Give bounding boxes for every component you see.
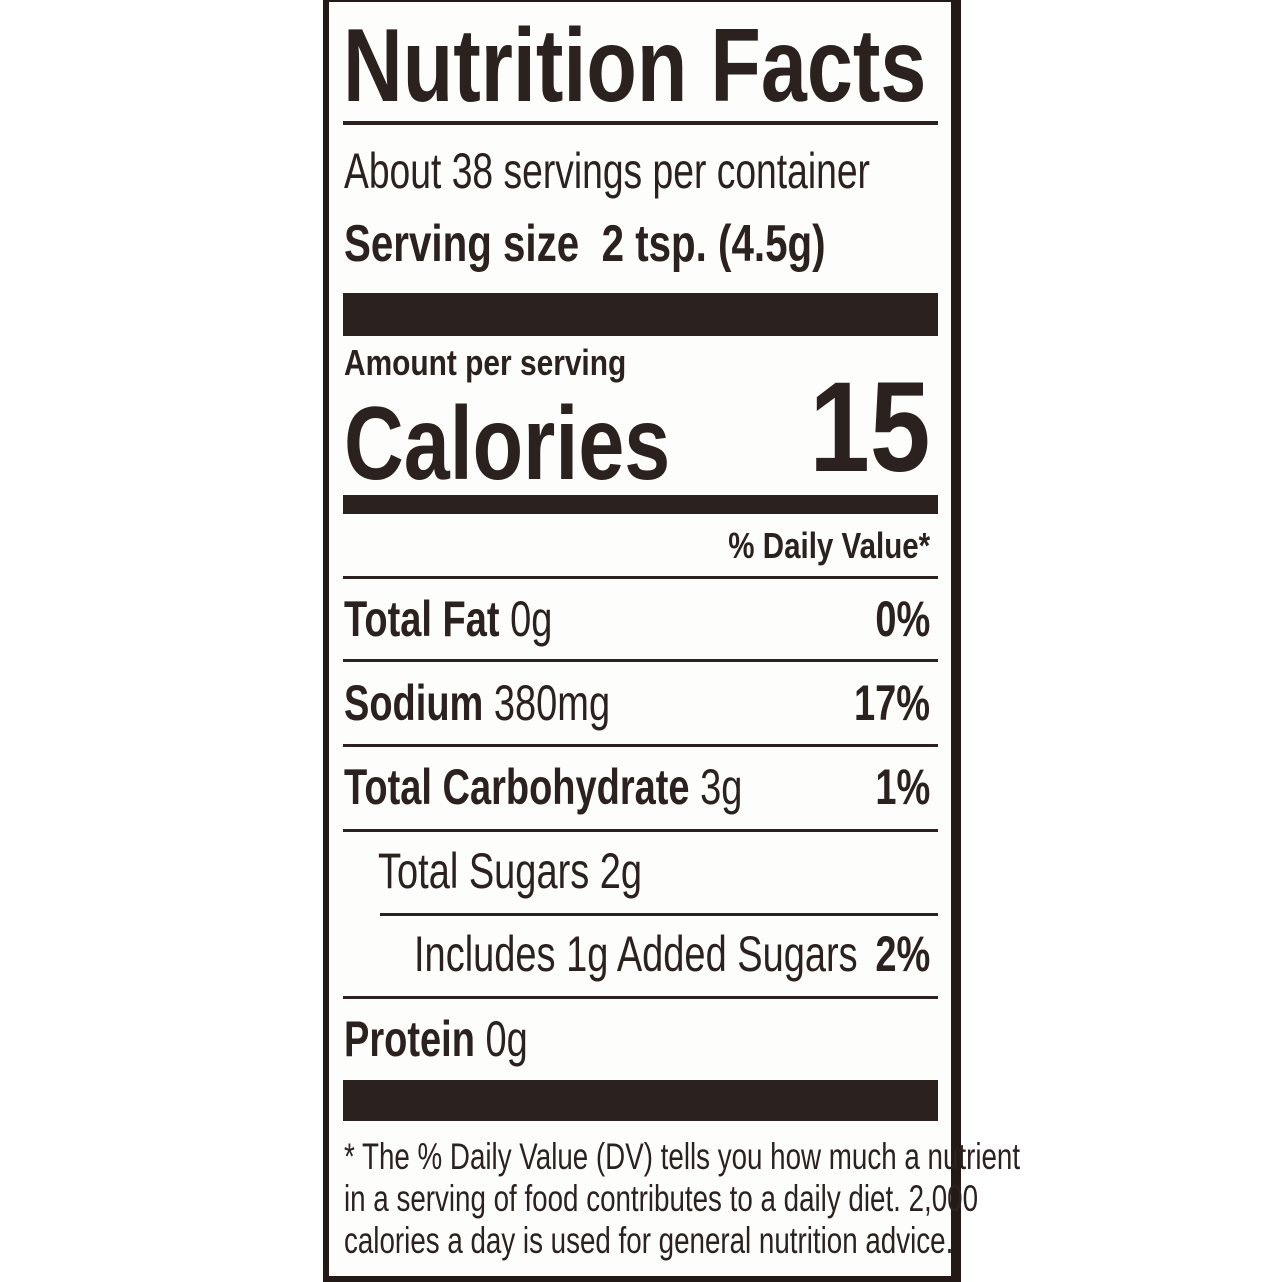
daily-value-header: % Daily Value* xyxy=(728,525,930,566)
thick-divider xyxy=(343,1080,938,1121)
footnote-line: in a serving of food contributes to a da… xyxy=(344,1178,979,1219)
nutrient-amount: 380mg xyxy=(493,675,611,731)
nutrient-name: Total Carbohydrate xyxy=(344,759,690,815)
divider xyxy=(343,121,938,125)
nutrient-name: Total Fat xyxy=(344,591,500,647)
nutrient-row-protein: Protein 0g xyxy=(344,1014,528,1064)
nutrient-dv: 2% xyxy=(875,926,930,982)
nutrient-amount: 3g xyxy=(700,759,743,815)
servings-per-container: About 38 servings per container xyxy=(344,143,870,199)
medium-divider xyxy=(343,495,938,514)
nutrient-amount: 0g xyxy=(485,1011,528,1067)
nutrient-name: Sodium xyxy=(344,675,484,731)
calories-value: 15 xyxy=(808,356,930,499)
nutrient-dv: 17% xyxy=(853,675,930,731)
serving-size-label: Serving size xyxy=(344,215,580,273)
serving-size: Serving size 2 tsp. (4.5g) xyxy=(344,218,826,270)
divider xyxy=(343,829,938,832)
nutrient-row-total-carbohydrate: Total Carbohydrate 3g xyxy=(344,762,742,812)
nutrient-row-total-sugars: Total Sugars 2g xyxy=(378,843,643,899)
divider xyxy=(343,996,938,999)
amount-per-serving: Amount per serving xyxy=(344,342,627,383)
footnote-line: calories a day is used for general nutri… xyxy=(344,1220,954,1261)
nutrient-amount: 0g xyxy=(510,591,553,647)
nutrient-dv: 1% xyxy=(875,759,930,815)
divider xyxy=(343,744,938,747)
nutrient-name: Protein xyxy=(344,1011,475,1067)
nutrient-row-added-sugars: Includes 1g Added Sugars xyxy=(414,926,858,982)
nutrient-row-sodium: Sodium 380mg xyxy=(344,678,610,728)
nutrient-row-total-fat: Total Fat 0g xyxy=(344,594,552,644)
divider xyxy=(343,576,938,579)
thick-divider xyxy=(343,293,938,336)
serving-size-value: 2 tsp. (4.5g) xyxy=(601,215,826,273)
nutrient-dv: 0% xyxy=(875,591,930,647)
nutrition-facts-panel xyxy=(323,0,961,1282)
title: Nutrition Facts xyxy=(343,8,927,124)
footnote-line: * The % Daily Value (DV) tells you how m… xyxy=(344,1136,1021,1177)
divider xyxy=(380,913,938,916)
divider xyxy=(343,659,938,662)
calories-label: Calories xyxy=(344,386,671,502)
